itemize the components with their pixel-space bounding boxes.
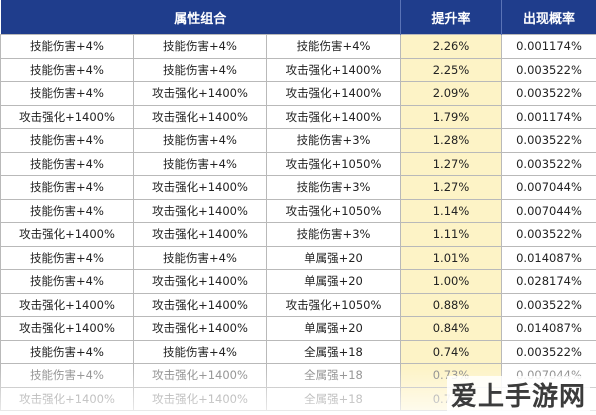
probability-cell: 0.001174%	[501, 104, 596, 129]
combo-attr-2: 技能伤害+4%	[133, 128, 267, 153]
table-row: 技能伤害+4% 技能伤害+4% 攻击强化+1050% 1.27% 0.003522%	[0, 151, 596, 176]
combo-attr-3: 单属强+20	[265, 316, 402, 341]
table-row: 技能伤害+4% 技能伤害+4% 技能伤害+4% 2.26% 0.001174%	[0, 34, 596, 59]
combo-attr-2: 攻击强化+1400%	[133, 316, 267, 341]
combo-attr-2: 攻击强化+1400%	[133, 198, 267, 223]
header-combo: 属性组合	[0, 0, 402, 35]
combo-attr-1: 技能伤害+4%	[0, 175, 134, 200]
combo-attr-2: 技能伤害+4%	[133, 57, 267, 82]
combo-attr-2: 攻击强化+1400%	[133, 292, 267, 317]
header-row: 属性组合 提升率 出现概率	[0, 0, 596, 35]
combo-attr-1: 技能伤害+4%	[0, 363, 134, 388]
table-row: 技能伤害+4% 攻击强化+1400% 攻击强化+1400% 2.09% 0.003522…	[0, 81, 596, 106]
combo-attr-3: 全属强+18	[265, 339, 402, 364]
combo-attr-3: 攻击强化+1050%	[265, 198, 402, 223]
table-row: 攻击强化+1400% 攻击强化+1400% 技能伤害+3% 1.11% 0.003522…	[0, 222, 596, 247]
combo-attr-1: 技能伤害+4%	[0, 81, 134, 106]
probability-cell: 0.003522%	[501, 339, 596, 364]
combo-attr-2: 攻击强化+1400%	[133, 104, 267, 129]
combo-attr-2: 攻击强化+1400%	[133, 363, 267, 388]
combo-attr-1: 技能伤害+4%	[0, 339, 134, 364]
table-row: 技能伤害+4% 技能伤害+4% 单属强+20 1.01% 0.014087%	[0, 245, 596, 270]
combo-attr-1: 技能伤害+4%	[0, 151, 134, 176]
combo-attr-1: 技能伤害+4%	[0, 269, 134, 294]
rate-cell: 2.26%	[400, 34, 503, 59]
rate-cell: 0.84%	[400, 316, 503, 341]
probability-cell: 0.028174%	[501, 269, 596, 294]
combo-attr-3: 技能伤害+4%	[265, 34, 402, 59]
probability-cell: 0.003522%	[501, 222, 596, 247]
rate-cell: 1.01%	[400, 245, 503, 270]
rate-cell: 0.88%	[400, 292, 503, 317]
table-row: 技能伤害+4% 攻击强化+1400% 单属强+20 1.00% 0.028174%	[0, 269, 596, 294]
table-row: 技能伤害+4% 攻击强化+1400% 攻击强化+1050% 1.14% 0.007044…	[0, 198, 596, 223]
rate-cell: 2.09%	[400, 81, 503, 106]
rate-cell: 0.74%	[400, 339, 503, 364]
rate-cell: 2.25%	[400, 57, 503, 82]
header-probability: 出现概率	[501, 0, 596, 35]
combo-attr-3: 单属强+20	[265, 269, 402, 294]
rate-cell: 1.14%	[400, 198, 503, 223]
combo-attr-1: 技能伤害+4%	[0, 34, 134, 59]
combo-attr-1: 技能伤害+4%	[0, 245, 134, 270]
rate-cell: 1.27%	[400, 151, 503, 176]
combo-attr-3: 全属强+18	[265, 363, 402, 388]
combo-attr-2: 技能伤害+4%	[133, 339, 267, 364]
combo-attr-2: 攻击强化+1400%	[133, 175, 267, 200]
combo-attr-3: 攻击强化+1400%	[265, 81, 402, 106]
table-row: 技能伤害+4% 攻击强化+1400% 技能伤害+3% 1.27% 0.007044%	[0, 175, 596, 200]
combo-attr-3: 攻击强化+1050%	[265, 292, 402, 317]
table-row: 技能伤害+4% 技能伤害+4% 攻击强化+1400% 2.25% 0.003522%	[0, 57, 596, 82]
combo-attr-3: 技能伤害+3%	[265, 222, 402, 247]
combo-attr-2: 攻击强化+1400%	[133, 386, 267, 411]
table-row: 攻击强化+1400% 攻击强化+1400% 攻击强化+1400% 1.79% 0.001…	[0, 104, 596, 129]
probability-cell: 0.001174%	[501, 34, 596, 59]
probability-cell: 0.003522%	[501, 128, 596, 153]
table-row: 技能伤害+4% 技能伤害+4% 全属强+18 0.74% 0.003522%	[0, 339, 596, 364]
table-row: 技能伤害+4% 技能伤害+4% 技能伤害+3% 1.28% 0.003522%	[0, 128, 596, 153]
rate-cell: 1.27%	[400, 175, 503, 200]
combo-attr-3: 技能伤害+3%	[265, 128, 402, 153]
rate-cell: 1.11%	[400, 222, 503, 247]
rate-cell: 1.00%	[400, 269, 503, 294]
combo-attr-3: 单属强+20	[265, 245, 402, 270]
probability-cell: 0.007044%	[501, 198, 596, 223]
combo-attr-3: 攻击强化+1050%	[265, 151, 402, 176]
probability-cell: 0.003522%	[501, 292, 596, 317]
combo-attr-2: 攻击强化+1400%	[133, 222, 267, 247]
combo-attr-3: 攻击强化+1400%	[265, 104, 402, 129]
combo-attr-1: 攻击强化+1400%	[0, 292, 134, 317]
combo-attr-2: 技能伤害+4%	[133, 151, 267, 176]
combo-attr-2: 技能伤害+4%	[133, 245, 267, 270]
combo-attr-1: 技能伤害+4%	[0, 198, 134, 223]
combo-attr-1: 技能伤害+4%	[0, 57, 134, 82]
combo-attr-1: 攻击强化+1400%	[0, 104, 134, 129]
probability-cell: 0.003522%	[501, 57, 596, 82]
combo-attr-3: 攻击强化+1400%	[265, 57, 402, 82]
combo-attr-3: 全属强+18	[265, 386, 402, 411]
probability-cell: 0.014087%	[501, 316, 596, 341]
probability-cell: 0.014087%	[501, 245, 596, 270]
combo-attr-1: 攻击强化+1400%	[0, 386, 134, 411]
probability-cell: 0.007044%	[501, 175, 596, 200]
combo-attr-2: 攻击强化+1400%	[133, 81, 267, 106]
table-row: 攻击强化+1400% 攻击强化+1400% 单属强+20 0.84% 0.014087%	[0, 316, 596, 341]
probability-cell: 0.003522%	[501, 151, 596, 176]
combo-attr-2: 技能伤害+4%	[133, 34, 267, 59]
combo-attr-1: 攻击强化+1400%	[0, 222, 134, 247]
header-rate: 提升率	[400, 0, 503, 35]
table-row: 攻击强化+1400% 攻击强化+1400% 攻击强化+1050% 0.88% 0.003…	[0, 292, 596, 317]
combo-attr-3: 技能伤害+3%	[265, 175, 402, 200]
probability-cell: 0.003522%	[501, 81, 596, 106]
combo-attr-1: 攻击强化+1400%	[0, 316, 134, 341]
watermark-logo: 爱上手游网	[446, 376, 590, 413]
combo-attr-2: 攻击强化+1400%	[133, 269, 267, 294]
rate-cell: 1.28%	[400, 128, 503, 153]
rate-cell: 1.79%	[400, 104, 503, 129]
combo-attr-1: 技能伤害+4%	[0, 128, 134, 153]
